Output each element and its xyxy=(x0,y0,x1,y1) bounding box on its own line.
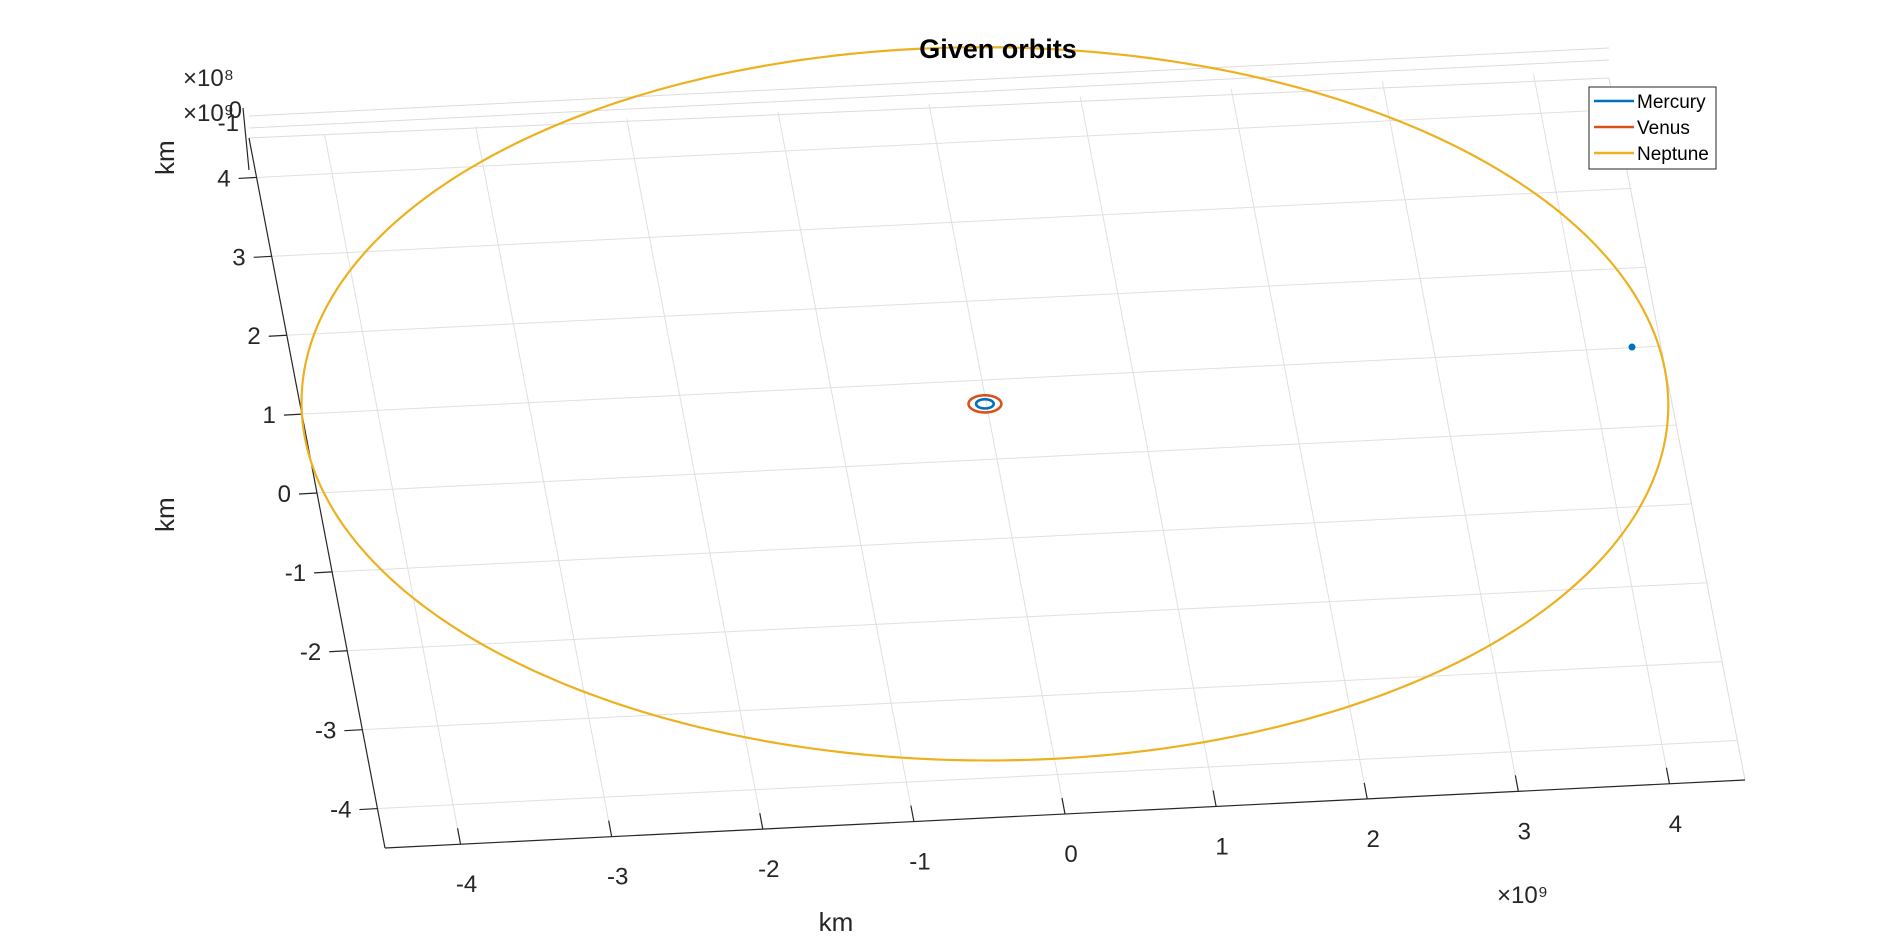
x-tick-mark xyxy=(1363,782,1368,799)
grid-border xyxy=(1608,77,1746,781)
x-tick-label: 4 xyxy=(1669,811,1682,838)
y-grid-line xyxy=(316,424,1678,494)
y-tick-mark xyxy=(238,176,257,180)
y-tick-label: 1 xyxy=(263,402,276,429)
z-grid-line xyxy=(248,59,1610,129)
x-tick-label: 1 xyxy=(1215,833,1228,860)
grid-lines xyxy=(242,47,1746,845)
z-exponent-label: ×10⁸ xyxy=(183,65,234,92)
y-tick-mark xyxy=(314,571,333,574)
y-tick-label: 4 xyxy=(217,165,230,192)
x-tick-label: -4 xyxy=(456,871,477,898)
x-tick-mark xyxy=(1514,775,1519,792)
grid-border xyxy=(248,77,1610,139)
x-tick-mark xyxy=(608,820,613,837)
orbit-mercury xyxy=(974,397,996,410)
y-exponent-label: ×10⁹ xyxy=(183,100,234,127)
z-axis-label: km xyxy=(150,140,180,175)
y-tick-mark xyxy=(329,650,348,653)
y-tick-label: 2 xyxy=(247,323,260,350)
y-tick-label: -3 xyxy=(315,718,336,745)
x-axis-label: km xyxy=(819,907,854,937)
y-tick-mark xyxy=(344,729,363,732)
y-axis-label: km xyxy=(150,497,180,532)
x-tick-mark xyxy=(1212,790,1217,807)
y-tick-label: -4 xyxy=(330,797,351,824)
z-grid-line xyxy=(248,47,1610,117)
y-grid-line xyxy=(347,582,1708,652)
z-tick-label: 0 xyxy=(229,97,242,124)
series-group xyxy=(300,46,1670,762)
axes-box xyxy=(248,137,1746,849)
orbit-venus xyxy=(967,393,1003,414)
y-grid-line xyxy=(271,187,1632,257)
x-tick-mark xyxy=(1665,767,1671,784)
y-grid-line xyxy=(286,266,1647,336)
y-grid-line xyxy=(377,740,1738,810)
y-tick-mark xyxy=(359,807,378,811)
y-tick-mark xyxy=(298,492,318,495)
y-tick-mark xyxy=(283,413,302,416)
x-tick-mark xyxy=(1061,797,1066,815)
y-grid-line xyxy=(362,661,1723,731)
orbit-neptune xyxy=(300,46,1670,762)
x-tick-label: 0 xyxy=(1064,841,1077,868)
z-axis-line xyxy=(242,107,250,171)
y-grid-line xyxy=(301,345,1662,415)
z-tick-label: -1 xyxy=(218,110,239,137)
x-exponent-label: ×10⁹ xyxy=(1497,882,1548,909)
y-tick-label: 3 xyxy=(232,244,245,271)
x-tick-mark xyxy=(456,828,462,845)
y-grid-line xyxy=(256,108,1617,178)
x-tick-mark xyxy=(910,805,915,822)
y-tick-label: 0 xyxy=(278,481,291,508)
legend: Mercury Venus Neptune xyxy=(1588,86,1717,170)
y-tick-mark xyxy=(268,334,287,337)
y-tick-mark xyxy=(253,255,272,258)
body-marker xyxy=(1628,343,1636,351)
x-tick-label: 2 xyxy=(1367,826,1380,853)
legend-label-venus: Venus xyxy=(1637,118,1690,139)
legend-label-neptune: Neptune xyxy=(1637,144,1709,165)
y-grid-line xyxy=(332,503,1693,573)
y-tick-label: -2 xyxy=(300,639,321,666)
x-tick-label: -3 xyxy=(607,864,628,891)
x-tick-mark xyxy=(759,813,764,830)
x-tick-label: 3 xyxy=(1518,818,1531,845)
x-tick-label: -2 xyxy=(758,856,779,883)
legend-label-mercury: Mercury xyxy=(1637,92,1706,113)
x-tick-label: -1 xyxy=(909,849,930,876)
chart-title: Given orbits xyxy=(919,34,1077,64)
y-tick-label: -1 xyxy=(285,560,306,587)
